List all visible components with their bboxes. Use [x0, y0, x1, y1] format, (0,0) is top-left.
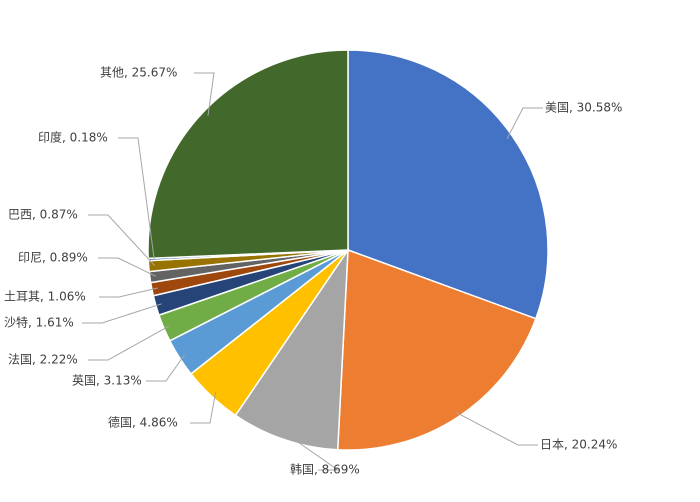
leader-line [82, 303, 162, 324]
pie-slice [347, 49, 549, 320]
data-label: 其他, 25.67% [100, 66, 177, 80]
data-label: 日本, 20.24% [540, 438, 617, 452]
leader-line [146, 354, 186, 382]
data-label: 法国, 2.22% [8, 353, 78, 367]
leader-line [98, 257, 157, 277]
leader-line [454, 411, 538, 446]
leader-line [285, 433, 340, 471]
data-label: 印尼, 0.89% [18, 251, 88, 265]
pie-slice [234, 247, 349, 451]
leader-line [506, 107, 543, 140]
data-label: 土耳其, 1.06% [4, 290, 86, 304]
data-label: 印度, 0.18% [38, 130, 108, 145]
data-label: 美国, 30.58% [545, 101, 622, 115]
leader-line [190, 391, 217, 424]
leader-line [118, 137, 155, 260]
pie-slice [336, 248, 537, 451]
pie-slice [147, 49, 349, 260]
data-label: 巴西, 0.87% [8, 208, 78, 222]
leader-line [194, 72, 215, 116]
leader-line [88, 214, 155, 266]
leader-line [99, 287, 158, 298]
data-label: 英国, 3.13% [72, 374, 142, 388]
data-label: 韩国, 8.69% [290, 462, 360, 477]
data-label: 沙特, 1.61% [4, 315, 74, 330]
leader-line [88, 325, 170, 361]
data-label: 德国, 4.86% [108, 415, 178, 430]
